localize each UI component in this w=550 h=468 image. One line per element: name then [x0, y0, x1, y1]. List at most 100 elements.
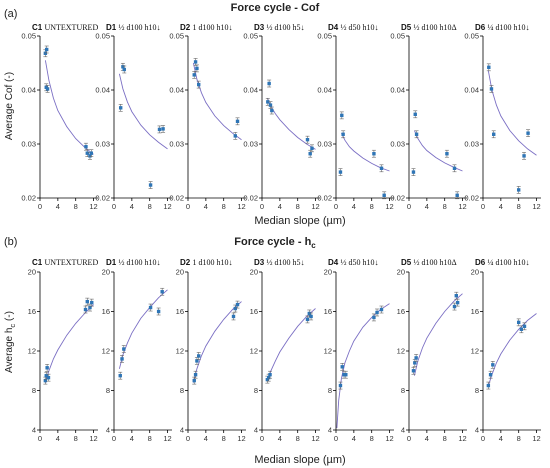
y-tick-label: 4 [106, 426, 110, 435]
chart-a-xlabel: Median slope (µm) [254, 215, 345, 227]
data-point [85, 299, 89, 304]
y-tick-label: 0.03 [243, 140, 258, 149]
data-point [267, 81, 271, 86]
x-tick-label: 4 [278, 434, 282, 443]
x-tick-label: 8 [517, 434, 521, 443]
y-tick-label: 16 [397, 307, 405, 316]
y-tick-label: 0.02 [243, 194, 258, 203]
data-point [413, 361, 417, 365]
panel-0-d2: D2 1 d100 h10↓ 0.02 0.03 0.04 0.05 0 4 8 12 [169, 23, 246, 211]
data-point [156, 309, 161, 314]
y-tick-label: 0.04 [243, 86, 258, 95]
y-tick-label: 0.02 [95, 194, 110, 203]
x-tick-label: 12 [532, 202, 540, 211]
data-point [379, 307, 384, 312]
x-tick-label: 12 [89, 202, 97, 211]
x-tick-label: 0 [334, 434, 338, 443]
data-point [195, 359, 199, 363]
panel-title: D2 1 d100 h10↓ [180, 258, 232, 267]
data-point [148, 183, 153, 187]
y-tick-label: 8 [32, 386, 36, 395]
y-tick-label: 0.02 [317, 194, 332, 203]
chart-b-ylabel-tail: (-) [4, 311, 15, 324]
panel-desc: ½ d50 h10↓ [340, 23, 378, 32]
data-point [85, 151, 89, 155]
data-point [307, 311, 311, 316]
y-tick-label: 20 [471, 268, 479, 277]
chart-a-title: Force cycle - Cof [231, 2, 320, 14]
data-point [452, 304, 457, 309]
chart-b-title-sub: c [311, 241, 316, 250]
data-point [455, 300, 460, 305]
x-tick-label: 4 [352, 202, 356, 211]
y-tick-label: 20 [397, 268, 405, 277]
data-point [265, 377, 270, 382]
y-tick-label: 16 [324, 307, 332, 316]
y-tick-label: 0.05 [317, 32, 332, 41]
fit-curve [118, 73, 168, 150]
data-point [44, 373, 48, 378]
panel-id: D2 [180, 258, 192, 267]
panel-desc: UNTEXTURED [44, 23, 98, 32]
panel-id: D5 [401, 23, 413, 32]
data-point [46, 375, 51, 380]
y-tick-label: 20 [102, 268, 110, 277]
x-tick-label: 4 [425, 202, 429, 211]
fit-curve [192, 301, 242, 383]
x-tick-label: 12 [237, 434, 245, 443]
y-tick-label: 0.05 [390, 32, 405, 41]
x-tick-label: 4 [278, 202, 282, 211]
fit-curve [413, 130, 463, 172]
panel-title: D1 ½ d100 h10↓ [106, 258, 160, 267]
data-point [445, 152, 449, 156]
x-tick-label: 0 [260, 202, 264, 211]
panel-b-label: (b) [4, 236, 17, 248]
x-tick-label: 4 [204, 202, 208, 211]
x-tick-label: 8 [443, 202, 447, 211]
data-point [488, 373, 493, 377]
x-tick-label: 4 [130, 202, 134, 211]
x-tick-label: 0 [186, 202, 190, 211]
panel-title: D2 1 d100 h10↓ [180, 23, 232, 32]
panel-id: C1 [32, 23, 44, 32]
y-tick-label: 0.02 [169, 194, 184, 203]
y-tick-label: 12 [102, 347, 110, 356]
x-tick-label: 8 [296, 202, 300, 211]
fit-curve [44, 304, 94, 383]
y-tick-label: 20 [28, 268, 36, 277]
x-tick-label: 12 [385, 434, 393, 443]
data-point [83, 307, 88, 312]
y-tick-label: 4 [180, 426, 184, 435]
y-tick-label: 0.04 [169, 86, 184, 95]
x-tick-label: 8 [517, 202, 521, 211]
y-tick-label: 20 [176, 268, 184, 277]
data-point [516, 188, 521, 192]
data-point [118, 106, 123, 110]
x-tick-label: 0 [407, 434, 411, 443]
y-tick-label: 4 [475, 426, 479, 435]
data-point [45, 366, 49, 370]
x-tick-label: 12 [163, 434, 171, 443]
y-tick-label: 20 [250, 268, 258, 277]
x-tick-label: 0 [112, 202, 116, 211]
x-tick-label: 4 [425, 434, 429, 443]
x-tick-label: 12 [458, 434, 466, 443]
y-tick-label: 12 [397, 347, 405, 356]
data-point [411, 170, 416, 174]
data-point [90, 300, 94, 305]
chart-b-ylabel: Average hc (-) [4, 311, 17, 373]
data-point [197, 354, 201, 358]
data-point [382, 193, 386, 197]
data-point [413, 112, 417, 116]
data-point [414, 356, 418, 360]
data-point [148, 305, 153, 310]
y-tick-label: 4 [32, 426, 36, 435]
y-tick-label: 16 [102, 307, 110, 316]
y-tick-label: 20 [324, 268, 332, 277]
data-point [122, 347, 126, 351]
x-tick-label: 4 [352, 434, 356, 443]
x-tick-label: 0 [481, 202, 485, 211]
data-point [88, 305, 92, 310]
